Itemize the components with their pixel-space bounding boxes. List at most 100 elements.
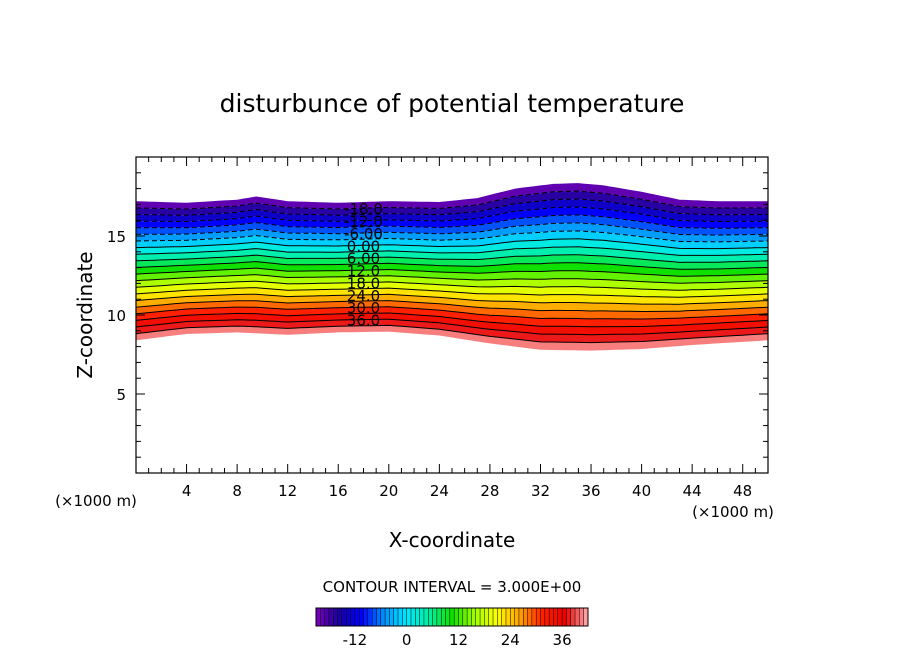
- contour-line: [136, 254, 768, 263]
- colorbar-cell: [372, 608, 377, 626]
- colorbar-cell: [484, 608, 489, 626]
- contour-line: [136, 214, 768, 229]
- x-tick-label: 24: [430, 482, 449, 500]
- x-tick-label: 32: [531, 482, 550, 500]
- colorbar-cell: [406, 608, 412, 626]
- contour-labels: -18.0-12.0-6.000.006.0012.018.024.030.03…: [344, 200, 383, 329]
- colorbar-cell: [501, 608, 507, 626]
- contour-label: 6.00: [347, 250, 380, 268]
- colorbar-cell: [536, 608, 541, 626]
- colorbar-cell: [475, 608, 481, 626]
- colorbar-cell: [488, 608, 494, 626]
- contour-band: [136, 246, 768, 263]
- contour-label: -6.00: [344, 225, 383, 243]
- colorbar-cell: [531, 608, 537, 626]
- colorbar-cell: [445, 608, 451, 626]
- contour-band: [136, 238, 768, 256]
- x-tick-label: 4: [182, 482, 192, 500]
- colorbar-cell: [518, 608, 524, 626]
- x-tick-label: 12: [278, 482, 297, 500]
- chart-title: disturbunce of potential temperature: [220, 89, 685, 118]
- x-unit-left: (×1000 m): [55, 492, 137, 510]
- y-tick-label: 5: [116, 386, 126, 404]
- contour-line: [136, 206, 768, 223]
- x-tick-label: 44: [683, 482, 702, 500]
- colorbar-cell: [410, 608, 416, 626]
- colorbar: -12 0 12 24 36: [315, 607, 589, 649]
- colorbar-cell: [333, 608, 338, 626]
- colorbar-cell: [432, 608, 438, 626]
- x-tick-label: 40: [632, 482, 651, 500]
- contour-label: 0.00: [347, 237, 380, 255]
- x-tick-label: 36: [581, 482, 600, 500]
- colorbar-tick-label: 12: [449, 631, 468, 649]
- colorbar-cell: [493, 608, 498, 626]
- contour-line: [136, 198, 768, 216]
- colorbar-cell: [480, 608, 485, 626]
- contour-band: [136, 287, 768, 305]
- colorbar-cell: [393, 608, 399, 626]
- colorbar-tick-label: 36: [553, 631, 572, 649]
- x-axis-label: X-coordinate: [389, 528, 516, 552]
- colorbar-cell: [583, 608, 589, 626]
- contour-line: [136, 312, 768, 328]
- contour-lines: [136, 190, 768, 344]
- colorbar-frame: [315, 607, 589, 627]
- colorbar-cell: [523, 608, 528, 626]
- contour-band: [136, 300, 768, 319]
- contour-band: [136, 207, 768, 229]
- colorbar-cell: [337, 608, 343, 626]
- contour-band: [136, 274, 768, 291]
- x-unit-right: (×1000 m): [692, 503, 774, 521]
- x-tick-label: 20: [379, 482, 398, 500]
- y-axis-label: Z-coordinate: [73, 251, 97, 378]
- contour-line: [136, 238, 768, 250]
- x-tick-label: 8: [232, 482, 242, 500]
- colorbar-cell: [415, 608, 420, 626]
- y-tick-label: 15: [107, 228, 126, 246]
- colorbar-tick-label: 0: [402, 631, 412, 649]
- x-tick-label: 16: [329, 482, 348, 500]
- contour-band: [136, 281, 768, 298]
- contour-band: [136, 230, 768, 249]
- contour-band: [136, 325, 768, 351]
- colorbar-cell: [436, 608, 442, 626]
- colorbar-cell: [354, 608, 360, 626]
- colorbar-cell: [570, 608, 576, 626]
- colorbar-cell: [328, 608, 334, 626]
- colorbar-cell: [544, 608, 550, 626]
- colorbar-cell: [320, 608, 325, 626]
- contour-line: [136, 230, 768, 243]
- contour-line: [136, 306, 768, 320]
- colorbar-cell: [510, 608, 515, 626]
- colorbar-cell: [423, 608, 429, 626]
- colorbar-cell: [549, 608, 554, 626]
- colorbar-cell: [540, 608, 546, 626]
- contour-label: 18.0: [347, 275, 380, 293]
- colorbar-cell: [562, 608, 567, 626]
- contour-band: [136, 306, 768, 327]
- contour-band: [136, 222, 768, 242]
- colorbar-cell: [505, 608, 511, 626]
- colorbar-cell: [527, 608, 533, 626]
- colorbar-cell: [385, 608, 390, 626]
- colorbar-cell: [376, 608, 382, 626]
- y-tick-label: 10: [107, 307, 126, 325]
- colorbar-cell: [398, 608, 403, 626]
- colorbar-cell: [428, 608, 433, 626]
- colorbar-tick-label: -12: [343, 631, 368, 649]
- contour-band: [136, 191, 768, 216]
- contour-band: [136, 313, 768, 335]
- contour-line: [136, 261, 768, 270]
- contour-band: [136, 199, 768, 222]
- contour-label: -18.0: [344, 200, 383, 218]
- contour-line: [136, 318, 768, 336]
- contour-line: [136, 222, 768, 236]
- colorbar-cell: [359, 608, 364, 626]
- colorbar-cell: [419, 608, 425, 626]
- colorbar-tick-label: 24: [501, 631, 520, 649]
- contour-line: [136, 274, 768, 284]
- contour-line: [136, 287, 768, 298]
